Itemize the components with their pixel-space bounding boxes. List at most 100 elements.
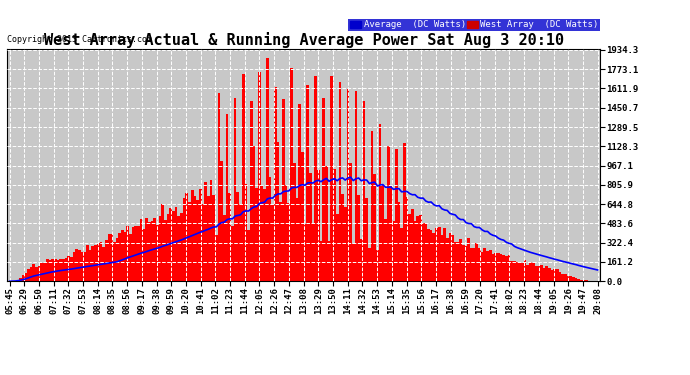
Bar xyxy=(264,189,266,281)
Bar xyxy=(46,259,48,281)
Bar xyxy=(395,149,397,281)
Bar xyxy=(336,214,339,281)
Bar xyxy=(390,186,392,281)
Bar xyxy=(559,272,562,281)
Bar xyxy=(424,222,427,281)
Bar xyxy=(366,198,368,281)
Bar xyxy=(352,244,355,281)
Bar xyxy=(502,255,505,281)
Bar xyxy=(27,269,30,281)
Bar xyxy=(201,204,204,281)
Bar xyxy=(148,222,150,281)
Bar xyxy=(400,228,403,281)
Bar xyxy=(164,220,167,281)
Bar xyxy=(231,226,234,281)
Bar xyxy=(196,200,199,281)
Bar xyxy=(349,163,352,281)
Bar xyxy=(258,72,261,281)
Bar xyxy=(325,166,328,281)
Bar xyxy=(161,204,164,281)
Bar xyxy=(473,248,475,281)
Bar xyxy=(564,274,566,281)
Bar xyxy=(440,235,443,281)
Bar xyxy=(545,267,548,281)
Bar xyxy=(210,180,213,281)
Bar xyxy=(217,93,220,281)
Bar xyxy=(526,265,529,281)
Bar xyxy=(59,258,62,281)
Bar xyxy=(562,274,564,281)
Bar xyxy=(48,260,51,281)
Bar xyxy=(397,202,400,281)
Bar xyxy=(124,232,126,281)
Bar xyxy=(346,89,349,281)
Bar xyxy=(239,204,241,281)
Bar xyxy=(481,252,484,281)
Bar xyxy=(553,269,556,281)
Bar xyxy=(175,207,177,281)
Bar xyxy=(515,261,518,281)
Bar xyxy=(304,224,306,281)
Bar xyxy=(403,143,406,281)
Bar xyxy=(363,101,366,281)
Bar xyxy=(180,213,183,281)
Bar xyxy=(306,85,309,281)
Bar xyxy=(457,243,460,281)
Bar xyxy=(464,246,467,281)
Bar xyxy=(371,130,373,281)
Bar xyxy=(566,276,569,281)
Bar xyxy=(379,124,382,281)
Bar xyxy=(274,87,277,281)
Bar xyxy=(32,264,35,281)
Bar xyxy=(518,262,521,281)
Bar xyxy=(470,248,473,281)
Bar xyxy=(572,278,575,281)
Bar xyxy=(478,248,481,281)
Bar xyxy=(153,218,156,281)
Bar xyxy=(588,280,591,281)
Bar xyxy=(30,267,32,281)
Bar xyxy=(62,259,65,281)
Bar xyxy=(24,273,27,281)
Bar xyxy=(575,278,578,281)
Bar xyxy=(86,245,89,281)
Bar xyxy=(279,202,282,281)
Bar xyxy=(266,58,268,281)
Bar xyxy=(57,260,59,281)
Bar xyxy=(430,230,433,281)
Legend: Average  (DC Watts), West Array  (DC Watts): Average (DC Watts), West Array (DC Watts… xyxy=(348,18,600,31)
Bar xyxy=(344,207,346,281)
Bar xyxy=(309,173,312,281)
Bar xyxy=(448,233,451,281)
Bar xyxy=(489,250,491,281)
Bar xyxy=(355,91,357,281)
Bar xyxy=(108,234,110,281)
Bar xyxy=(277,142,279,281)
Bar xyxy=(250,101,253,281)
Bar xyxy=(169,208,172,281)
Bar xyxy=(177,216,180,281)
Bar xyxy=(384,219,387,281)
Bar xyxy=(19,278,21,281)
Bar xyxy=(213,195,215,281)
Bar xyxy=(486,251,489,281)
Bar xyxy=(301,152,304,281)
Bar xyxy=(17,279,19,281)
Bar xyxy=(41,262,43,281)
Bar xyxy=(199,189,201,281)
Bar xyxy=(172,211,175,281)
Bar xyxy=(43,263,46,281)
Bar xyxy=(99,242,102,281)
Bar xyxy=(228,193,231,281)
Bar xyxy=(261,185,264,281)
Bar xyxy=(548,268,551,281)
Bar xyxy=(97,243,99,281)
Bar xyxy=(14,280,17,281)
Bar xyxy=(529,262,532,281)
Bar xyxy=(220,161,223,281)
Bar xyxy=(422,223,424,281)
Bar xyxy=(295,198,298,281)
Bar xyxy=(193,196,196,281)
Bar xyxy=(282,99,285,281)
Bar xyxy=(339,82,341,281)
